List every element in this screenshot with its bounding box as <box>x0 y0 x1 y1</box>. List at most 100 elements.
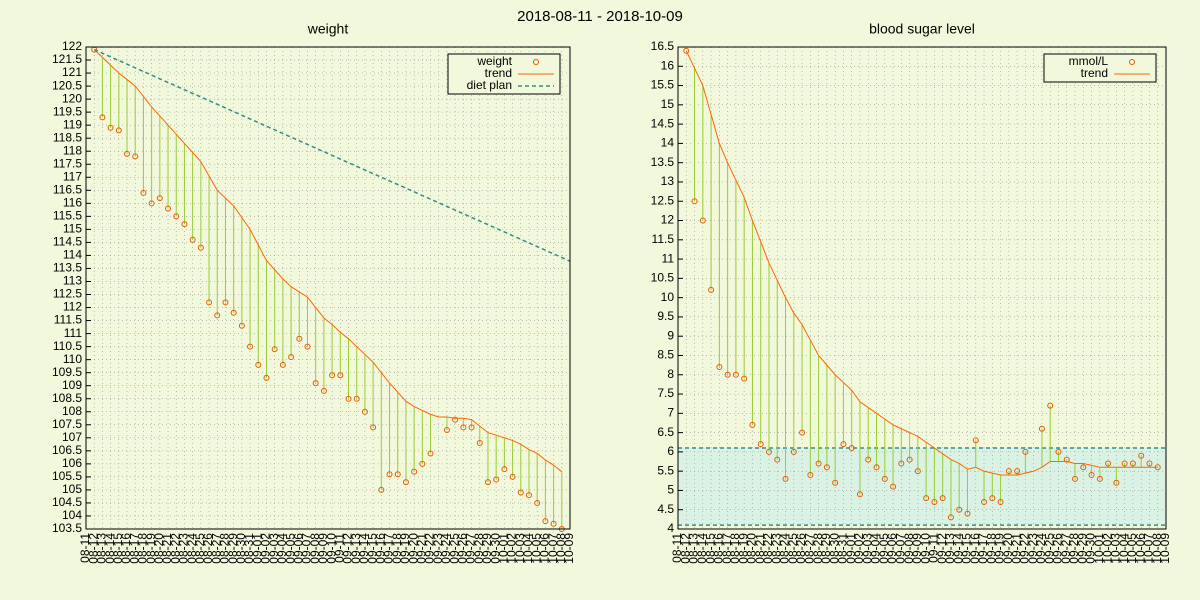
x-tick-label: 08-22 <box>761 533 775 564</box>
point <box>99 114 106 121</box>
point <box>881 475 888 482</box>
x-tick-label: 09-10 <box>324 533 338 564</box>
y-tick-label: 114 <box>63 248 82 262</box>
point <box>823 464 830 471</box>
point <box>468 424 475 431</box>
point <box>165 205 172 212</box>
point <box>402 479 409 486</box>
x-tick-label: 09-13 <box>943 533 957 564</box>
x-tick-label: 08-14 <box>103 533 117 564</box>
point <box>304 343 311 350</box>
plot-frame <box>85 46 571 530</box>
point <box>238 322 245 329</box>
y-tick-label: 10.5 <box>651 271 675 285</box>
point <box>1138 452 1145 459</box>
x-tick-label: 10-05 <box>529 533 543 564</box>
point <box>699 217 706 224</box>
x-tick-label: 08-23 <box>177 533 191 564</box>
x-tick-label: 08-24 <box>778 533 792 564</box>
x-tick-label: 09-26 <box>456 533 470 564</box>
x-tick-label: 08-11 <box>670 533 684 563</box>
point <box>732 371 739 378</box>
point <box>378 486 385 493</box>
x-tick-label: 09-04 <box>869 533 883 564</box>
point <box>206 299 213 306</box>
y-tick-label: 15.5 <box>651 78 675 92</box>
x-tick-label: 09-03 <box>267 533 281 564</box>
x-tick-label: 08-13 <box>687 533 701 564</box>
x-tick-label: 10-03 <box>1109 533 1123 564</box>
x-tick-label: 08-22 <box>168 533 182 564</box>
x-tick-label: 09-07 <box>893 533 907 564</box>
x-tick-label: 08-27 <box>209 533 223 564</box>
x-tick-label: 10-06 <box>538 533 552 564</box>
x-tick-label: 09-30 <box>488 533 502 564</box>
x-tick-label: 09-09 <box>316 533 330 564</box>
x-tick-label: 09-16 <box>373 533 387 564</box>
x-tick-label: 09-02 <box>852 533 866 564</box>
point <box>320 387 327 394</box>
y-tick-label: 116 <box>63 195 82 209</box>
y-tick-label: 105 <box>62 482 82 496</box>
y-tick-label: 14.5 <box>651 116 675 130</box>
x-tick-label: 09-01 <box>844 533 858 564</box>
x-tick-label: 08-28 <box>811 533 825 564</box>
x-tick-label: 09-17 <box>382 533 396 564</box>
x-tick-label: 09-20 <box>406 533 420 564</box>
x-tick-label: 09-03 <box>860 533 874 564</box>
y-tick-label: 113 <box>63 274 82 288</box>
x-tick-label: 10-06 <box>1133 533 1147 564</box>
y-tick-label: 118 <box>63 143 82 157</box>
point <box>247 343 254 350</box>
point <box>898 460 905 467</box>
point <box>724 371 731 378</box>
point <box>923 495 930 502</box>
x-tick-label: 10-02 <box>1100 533 1114 564</box>
point <box>493 476 500 483</box>
x-tick-label: 09-26 <box>1051 533 1065 564</box>
point <box>525 492 532 499</box>
y-tick-label: 119 <box>63 117 82 131</box>
point <box>1005 468 1012 475</box>
x-tick-label: 09-12 <box>935 533 949 564</box>
point <box>989 495 996 502</box>
chart-title: weight <box>307 21 349 37</box>
point <box>972 437 979 444</box>
x-tick-label: 10-09 <box>562 533 576 564</box>
x-tick-label: 08-15 <box>703 533 717 564</box>
y-tick-label: 115.5 <box>53 209 82 223</box>
point <box>337 372 344 379</box>
x-tick-label: 09-19 <box>398 533 412 564</box>
legend-label: trend <box>1081 66 1108 80</box>
y-tick-label: 116.5 <box>53 182 82 196</box>
point <box>427 450 434 457</box>
point <box>956 506 963 513</box>
y-tick-label: 114.5 <box>53 235 82 249</box>
point <box>214 312 221 319</box>
x-tick-label: 08-17 <box>720 533 734 564</box>
x-tick-label: 08-31 <box>836 533 850 564</box>
point <box>1129 460 1136 467</box>
y-tick-label: 108 <box>62 404 82 418</box>
point <box>799 429 806 436</box>
point <box>484 479 491 486</box>
x-tick-label: 09-13 <box>349 533 363 564</box>
x-tick-label: 08-13 <box>95 533 109 564</box>
x-tick-label: 09-06 <box>885 533 899 564</box>
x-tick-label: 09-17 <box>976 533 990 564</box>
y-tick-label: 115 <box>63 222 82 236</box>
point <box>914 468 921 475</box>
y-tick-label: 6.5 <box>657 425 674 439</box>
point <box>345 395 352 402</box>
y-tick-label: 13.5 <box>651 155 675 169</box>
point <box>394 471 401 478</box>
point <box>460 424 467 431</box>
point <box>683 47 690 54</box>
y-tick-label: 112.5 <box>53 287 82 301</box>
point <box>353 395 360 402</box>
legend-point <box>1129 59 1135 65</box>
y-tick-label: 112 <box>63 300 82 314</box>
x-tick-label: 10-05 <box>1125 533 1139 564</box>
y-tick-label: 13 <box>661 174 675 188</box>
point <box>230 309 237 316</box>
